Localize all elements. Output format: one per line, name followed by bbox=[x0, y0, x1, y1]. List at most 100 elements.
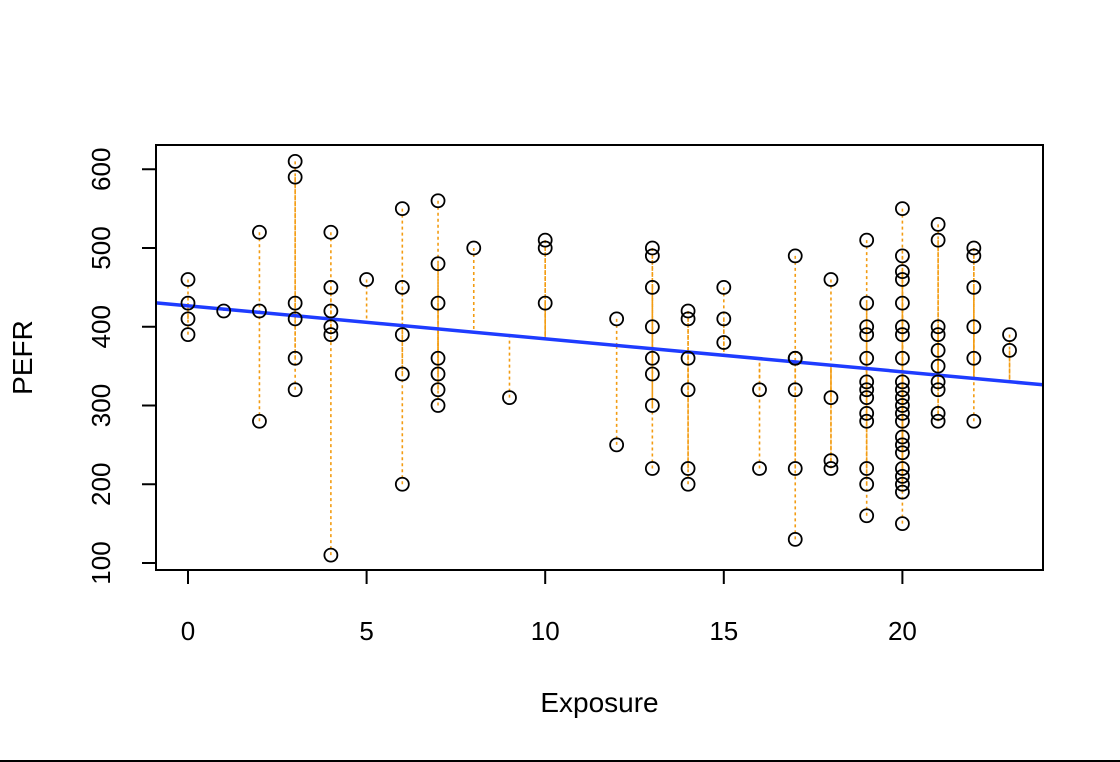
data-points bbox=[180, 153, 1017, 563]
data-point bbox=[680, 303, 696, 319]
data-point bbox=[787, 531, 803, 547]
data-point bbox=[180, 327, 196, 343]
data-point bbox=[930, 327, 946, 343]
data-point bbox=[895, 484, 910, 500]
y-tick-label: 600 bbox=[86, 148, 116, 191]
x-tick-label: 10 bbox=[531, 616, 560, 646]
data-point bbox=[895, 405, 910, 421]
data-point bbox=[180, 295, 196, 311]
data-point bbox=[180, 272, 196, 287]
y-tick-label: 400 bbox=[86, 305, 116, 348]
data-point bbox=[895, 461, 910, 476]
data-point bbox=[966, 350, 982, 366]
data-point bbox=[394, 366, 410, 382]
data-point bbox=[930, 358, 946, 374]
data-point bbox=[966, 248, 982, 264]
data-point bbox=[394, 201, 410, 217]
data-point bbox=[287, 382, 303, 398]
data-point bbox=[895, 413, 910, 429]
data-point bbox=[895, 468, 910, 484]
data-point bbox=[252, 224, 267, 240]
data-point bbox=[359, 272, 375, 287]
data-point bbox=[859, 327, 875, 343]
data-point bbox=[644, 248, 660, 264]
data-point bbox=[787, 248, 803, 264]
data-point bbox=[537, 232, 553, 248]
data-point bbox=[895, 272, 910, 287]
data-point bbox=[644, 461, 660, 476]
y-tick-label: 500 bbox=[86, 226, 116, 269]
data-point bbox=[537, 295, 553, 311]
data-point bbox=[1002, 327, 1017, 343]
x-tick-label: 20 bbox=[888, 616, 917, 646]
data-point bbox=[323, 224, 339, 240]
data-point bbox=[930, 413, 946, 429]
data-point bbox=[752, 461, 767, 476]
data-point bbox=[609, 437, 625, 453]
data-point bbox=[895, 374, 910, 390]
data-point bbox=[930, 319, 946, 335]
residual-lines bbox=[187, 161, 1011, 556]
data-point bbox=[430, 398, 446, 413]
data-point bbox=[895, 319, 910, 335]
data-point bbox=[787, 461, 803, 476]
data-point bbox=[930, 382, 946, 398]
data-point bbox=[323, 279, 339, 295]
data-point bbox=[287, 295, 303, 311]
data-point bbox=[323, 327, 339, 343]
data-point bbox=[895, 382, 910, 398]
y-tick-label: 200 bbox=[86, 463, 116, 506]
data-point bbox=[644, 279, 660, 295]
data-point bbox=[930, 374, 946, 390]
data-point bbox=[287, 311, 303, 327]
data-point bbox=[859, 405, 875, 421]
data-point bbox=[859, 382, 875, 398]
data-point bbox=[430, 295, 446, 311]
data-point bbox=[216, 303, 232, 319]
data-point bbox=[430, 366, 446, 382]
y-tick-label: 300 bbox=[86, 384, 116, 427]
data-point bbox=[502, 390, 517, 406]
data-point bbox=[859, 390, 875, 406]
data-point bbox=[430, 193, 446, 209]
data-point bbox=[966, 413, 982, 429]
data-point bbox=[716, 335, 732, 350]
data-point bbox=[287, 153, 303, 169]
data-point bbox=[930, 232, 946, 248]
x-tick-label: 0 bbox=[181, 616, 195, 646]
data-point bbox=[966, 240, 982, 256]
data-point bbox=[895, 295, 910, 311]
x-tick-label: 5 bbox=[359, 616, 373, 646]
data-point bbox=[930, 216, 946, 232]
data-point bbox=[323, 547, 339, 563]
data-point bbox=[680, 382, 696, 398]
data-point bbox=[966, 319, 982, 335]
data-point bbox=[680, 476, 696, 492]
data-point bbox=[895, 201, 910, 217]
data-point bbox=[859, 508, 875, 524]
data-point bbox=[823, 461, 839, 476]
data-point bbox=[966, 279, 982, 295]
bottom-divider bbox=[0, 760, 1120, 762]
data-point bbox=[430, 256, 446, 272]
data-point bbox=[895, 516, 910, 532]
data-point bbox=[1002, 342, 1017, 358]
y-axis: 100 200 300 400 500 600 bbox=[86, 148, 157, 585]
data-point bbox=[930, 342, 946, 358]
data-point bbox=[537, 240, 553, 256]
data-point bbox=[895, 429, 910, 445]
data-point bbox=[644, 350, 660, 366]
data-point bbox=[859, 232, 875, 248]
data-point bbox=[895, 350, 910, 366]
data-point bbox=[180, 311, 196, 327]
data-point bbox=[823, 390, 839, 406]
y-axis-title: PEFR bbox=[7, 320, 38, 395]
data-point bbox=[323, 303, 339, 319]
data-point bbox=[859, 461, 875, 476]
x-tick-label: 15 bbox=[709, 616, 738, 646]
data-point bbox=[394, 327, 410, 343]
data-point bbox=[859, 413, 875, 429]
data-point bbox=[752, 382, 767, 398]
data-point bbox=[466, 240, 482, 256]
